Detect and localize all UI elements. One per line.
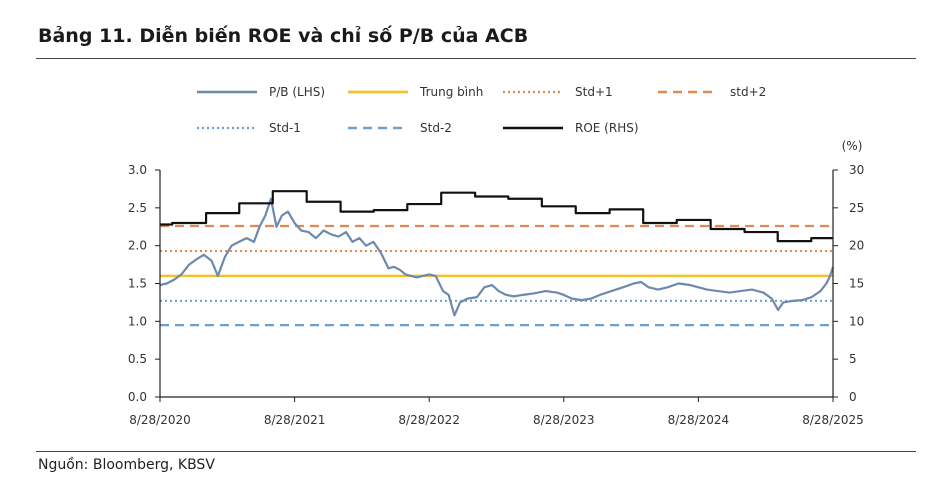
- left-tick-label: 2.5: [128, 201, 147, 215]
- legend-label: Std-2: [420, 121, 452, 135]
- x-tick-label: 8/28/2022: [398, 413, 460, 427]
- chart-title: Bảng 11. Diễn biến ROE và chỉ số P/B của…: [38, 25, 529, 47]
- right-tick-label: 20: [849, 239, 864, 253]
- left-tick-label: 1.0: [128, 314, 147, 328]
- legend-item-std-p2: std+2: [658, 85, 766, 99]
- legend-item-std-p1: Std+1: [503, 85, 613, 99]
- right-tick-label: 10: [849, 314, 864, 328]
- legend-label: Trung bình: [419, 85, 483, 99]
- legend-item-roe: ROE (RHS): [503, 121, 639, 135]
- x-tick-label: 8/28/2020: [129, 413, 191, 427]
- legend-label: P/B (LHS): [269, 85, 325, 99]
- left-tick-label: 0.5: [128, 352, 147, 366]
- legend-label: Std-1: [269, 121, 301, 135]
- right-tick-label: 30: [849, 163, 864, 177]
- left-tick-label: 0.0: [128, 390, 147, 404]
- roe-pb-chart: P/B (LHS) Trung bình Std+1 std+2 Std-1 Std-2 R…: [128, 85, 864, 427]
- legend: P/B (LHS) Trung bình Std+1 std+2 Std-1 Std-2 R…: [197, 85, 766, 135]
- legend-label: Std+1: [575, 85, 613, 99]
- right-tick-label: 25: [849, 201, 864, 215]
- legend-item-std-m1: Std-1: [197, 121, 301, 135]
- x-tick-label: 8/28/2025: [802, 413, 864, 427]
- source-note: Nguồn: Bloomberg, KBSV: [38, 457, 215, 473]
- left-tick-label: 2.0: [128, 239, 147, 253]
- left-tick-label: 1.5: [128, 277, 147, 291]
- left-tick-label: 3.0: [128, 163, 147, 177]
- pb-series-line: [159, 197, 835, 317]
- title-divider: [36, 58, 916, 59]
- legend-item-mean: Trung bình: [348, 85, 483, 99]
- series-lines: [159, 190, 835, 317]
- x-tick-label: 8/28/2023: [533, 413, 595, 427]
- legend-label: std+2: [730, 85, 766, 99]
- reference-lines: [160, 224, 833, 327]
- legend-label: ROE (RHS): [575, 121, 639, 135]
- right-axis-unit: (%): [842, 139, 863, 153]
- legend-item-std-m2: Std-2: [348, 121, 452, 135]
- right-tick-label: 5: [849, 352, 857, 366]
- x-tick-label: 8/28/2021: [264, 413, 326, 427]
- right-tick-label: 0: [849, 390, 857, 404]
- x-tick-label: 8/28/2024: [668, 413, 730, 427]
- legend-item-pb: P/B (LHS): [197, 85, 325, 99]
- axes: 0.0 0.5 1.0 1.5 2.0 2.5 3.0 0 5 10 15 20 25 30 8/28/20…: [128, 163, 864, 427]
- roe-series-line: [160, 190, 833, 243]
- right-tick-label: 15: [849, 277, 864, 291]
- source-divider: [36, 451, 916, 452]
